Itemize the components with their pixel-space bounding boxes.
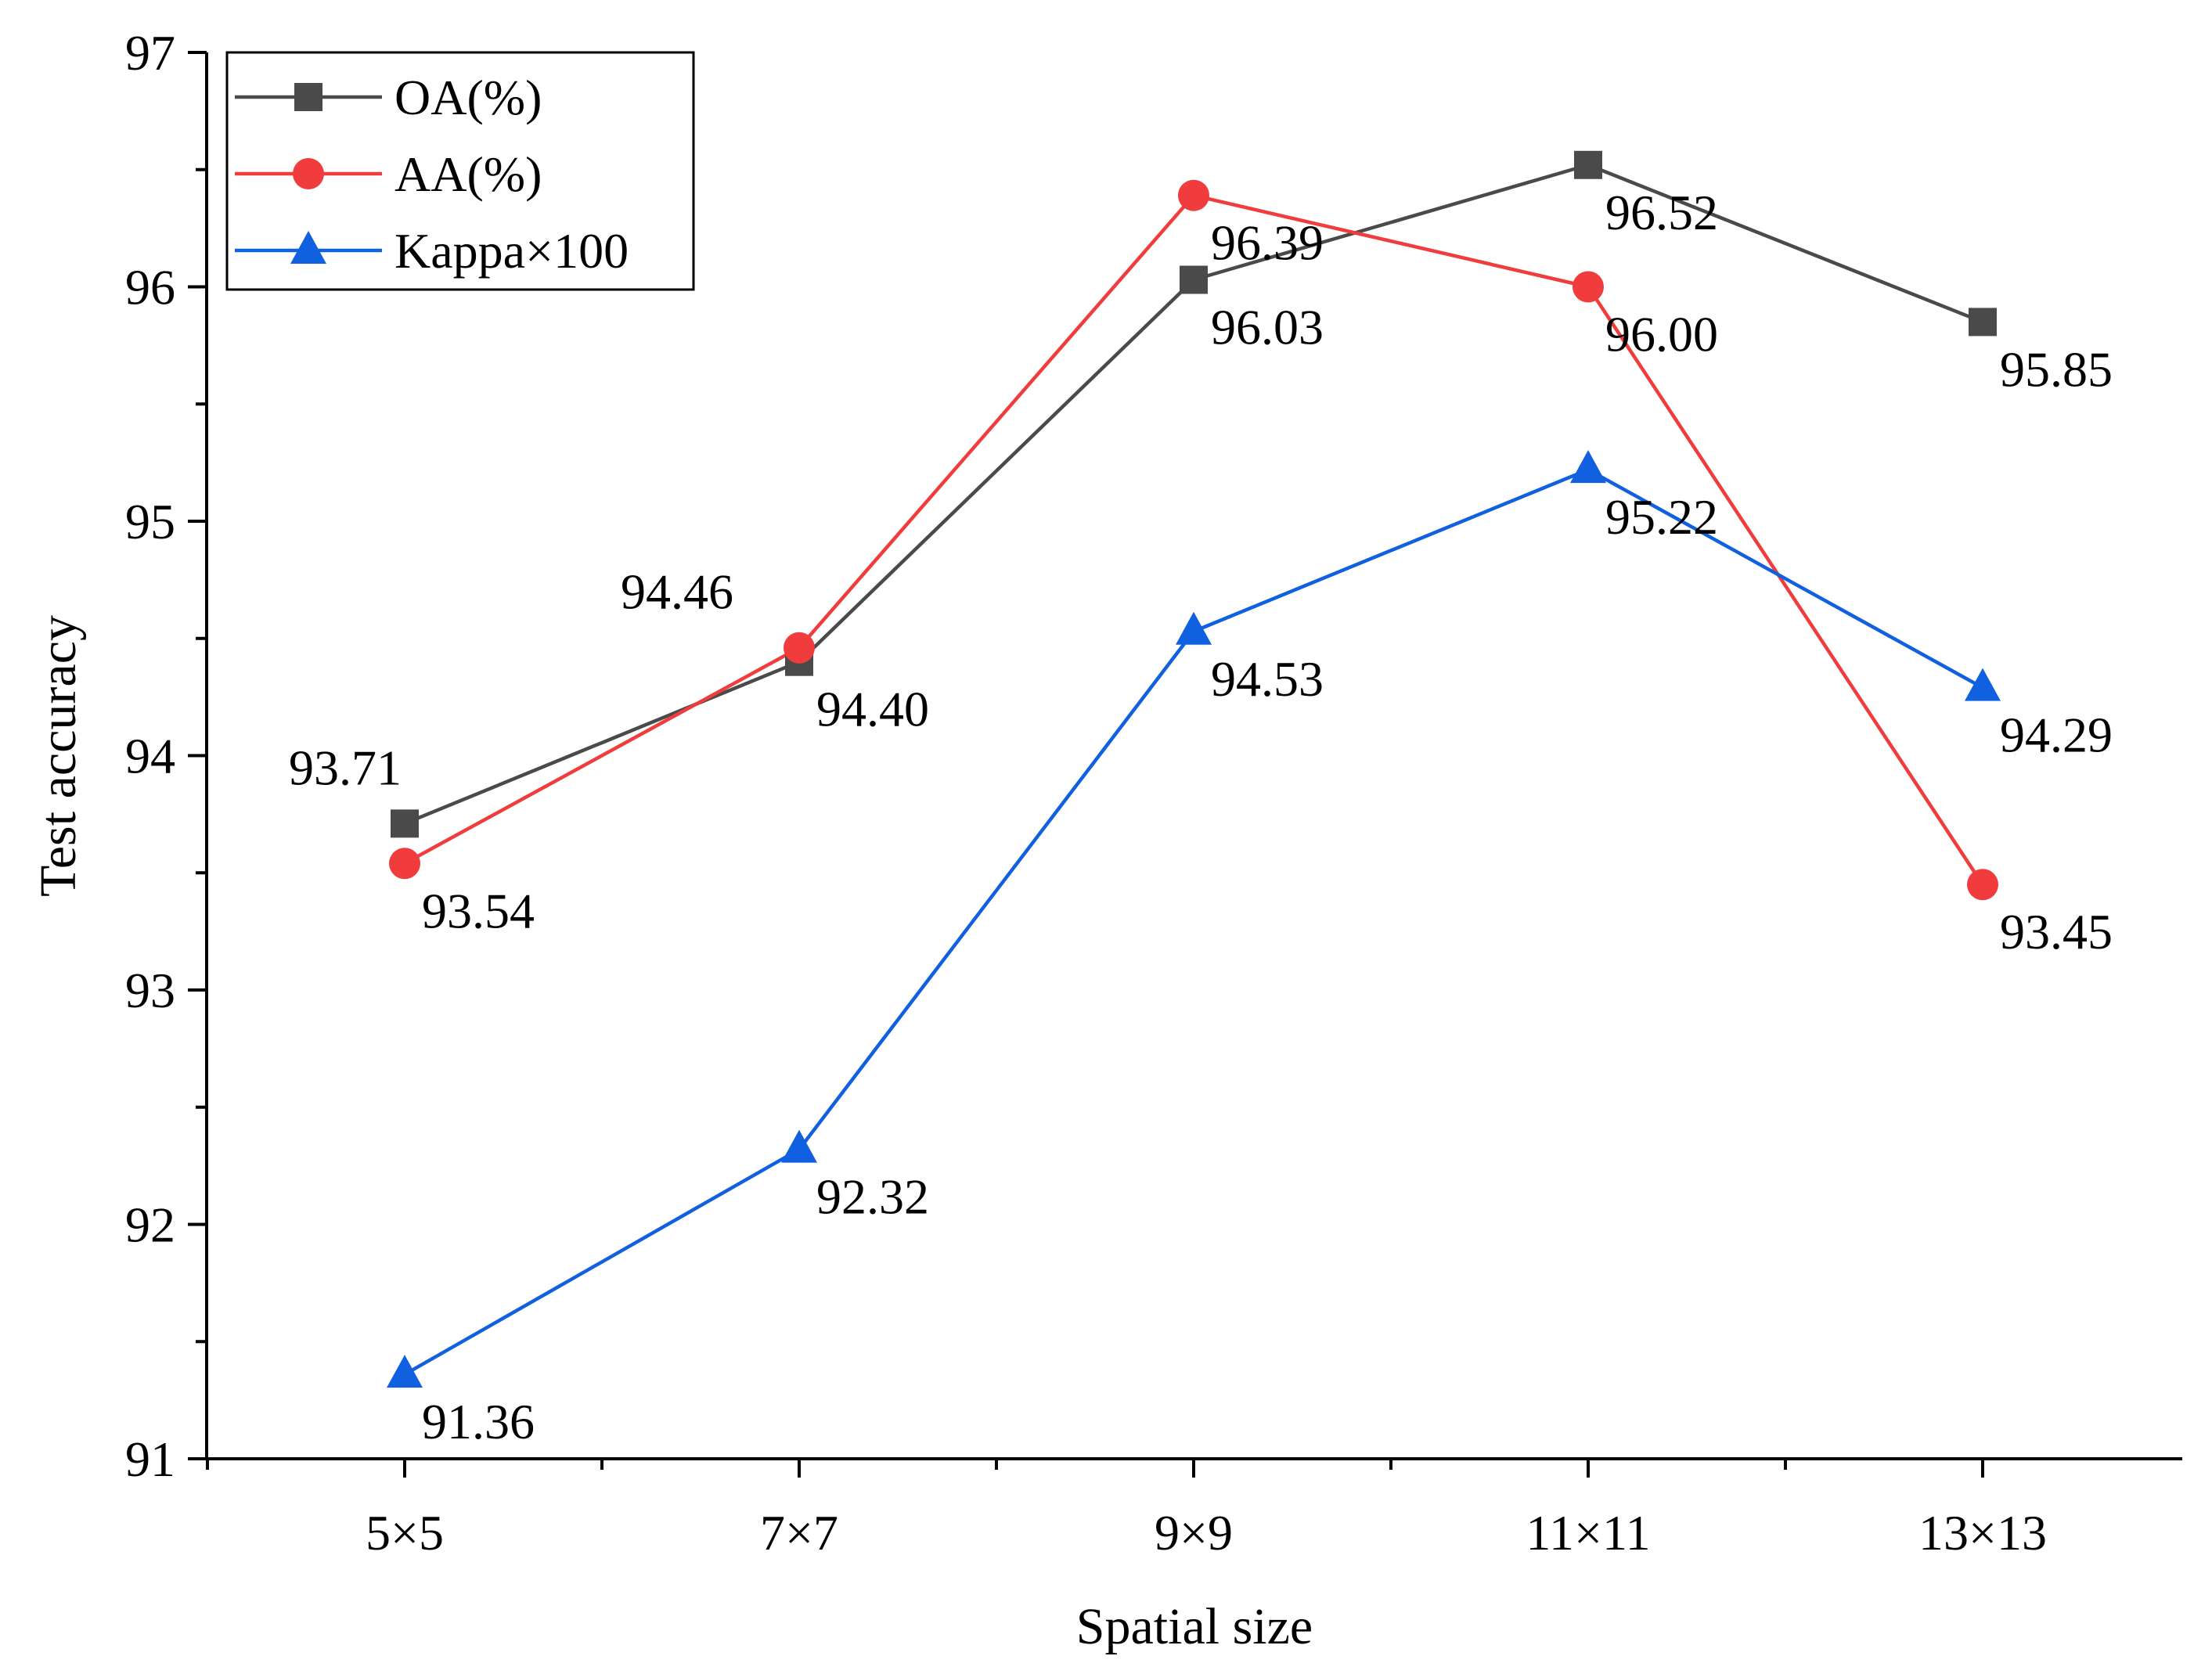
data-label: 95.85 bbox=[2000, 341, 2113, 397]
data-point-circle bbox=[389, 848, 420, 880]
y-tick-label: 93 bbox=[125, 963, 175, 1018]
data-point-circle bbox=[1178, 179, 1209, 211]
data-label: 95.22 bbox=[1605, 489, 1718, 545]
data-point-triangle bbox=[781, 1129, 817, 1163]
data-point-triangle bbox=[1176, 611, 1212, 645]
data-label: 93.71 bbox=[289, 740, 402, 795]
x-tick-label: 13×13 bbox=[1918, 1505, 2047, 1561]
data-point-circle bbox=[1573, 271, 1604, 303]
data-point-square bbox=[1574, 150, 1602, 179]
series-layer bbox=[387, 150, 2001, 1388]
axes: 91 92 93 94 95 96 97 5×5 7×7 9×9 11×11 13×13 Spatial… bbox=[30, 25, 2182, 1655]
data-label: 93.45 bbox=[2000, 904, 2113, 959]
data-label: 96.52 bbox=[1605, 185, 1718, 240]
legend-label: AA(%) bbox=[394, 146, 542, 202]
data-label: 92.32 bbox=[816, 1169, 929, 1225]
data-point-circle bbox=[1967, 869, 1998, 901]
data-point-triangle bbox=[1965, 668, 2001, 701]
x-tick-label: 9×9 bbox=[1155, 1505, 1233, 1561]
data-point-square bbox=[1180, 265, 1208, 294]
legend-label: OA(%) bbox=[394, 70, 542, 125]
y-tick-label: 95 bbox=[125, 494, 175, 549]
legend-marker-circle bbox=[293, 158, 324, 189]
legend: OA(%) AA(%) Kappa×100 bbox=[225, 51, 695, 291]
data-label: 94.29 bbox=[2000, 707, 2113, 763]
data-label: 91.36 bbox=[422, 1394, 535, 1449]
data-label: 93.54 bbox=[422, 883, 535, 938]
legend-marker-triangle bbox=[290, 231, 326, 264]
y-tick-label: 97 bbox=[125, 25, 175, 81]
data-label: 96.03 bbox=[1211, 300, 1324, 355]
x-tick-label: 7×7 bbox=[760, 1505, 838, 1561]
data-label: 94.53 bbox=[1211, 651, 1324, 707]
data-label: 96.00 bbox=[1605, 307, 1718, 362]
data-point-square bbox=[1969, 308, 1997, 337]
y-axis-title: Test accuracy bbox=[30, 615, 87, 897]
data-labels: 93.71 94.40 96.03 96.52 95.85 93.54 94.46 96.39… bbox=[289, 185, 2113, 1449]
data-label: 94.40 bbox=[816, 682, 929, 737]
x-axis-title: Spatial size bbox=[1076, 1598, 1313, 1655]
data-label: 96.39 bbox=[1211, 215, 1324, 271]
legend-label: Kappa×100 bbox=[394, 223, 629, 279]
data-point-triangle bbox=[1570, 450, 1606, 484]
data-point-triangle bbox=[387, 1355, 423, 1388]
x-tick-label: 5×5 bbox=[366, 1505, 444, 1561]
y-tick-label: 92 bbox=[125, 1197, 175, 1253]
series-line-1 bbox=[403, 193, 1984, 886]
data-point-circle bbox=[784, 632, 815, 664]
legend-marker-square bbox=[294, 83, 322, 111]
data-point-square bbox=[391, 809, 419, 838]
y-tick-label: 96 bbox=[125, 260, 175, 315]
y-tick-label: 94 bbox=[125, 729, 175, 784]
y-tick-label: 91 bbox=[125, 1431, 175, 1487]
x-tick-label: 11×11 bbox=[1526, 1505, 1650, 1561]
data-label: 94.46 bbox=[621, 564, 733, 620]
